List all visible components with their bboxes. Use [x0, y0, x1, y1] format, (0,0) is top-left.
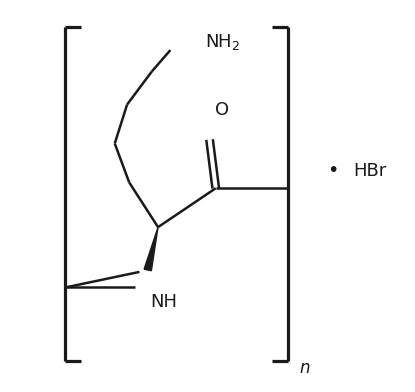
Text: NH: NH — [151, 293, 178, 311]
Text: NH$_2$: NH$_2$ — [205, 32, 241, 52]
Text: O: O — [215, 102, 229, 120]
Polygon shape — [144, 227, 158, 271]
Text: n: n — [299, 359, 310, 377]
Text: •: • — [327, 161, 339, 180]
Text: HBr: HBr — [354, 162, 387, 180]
